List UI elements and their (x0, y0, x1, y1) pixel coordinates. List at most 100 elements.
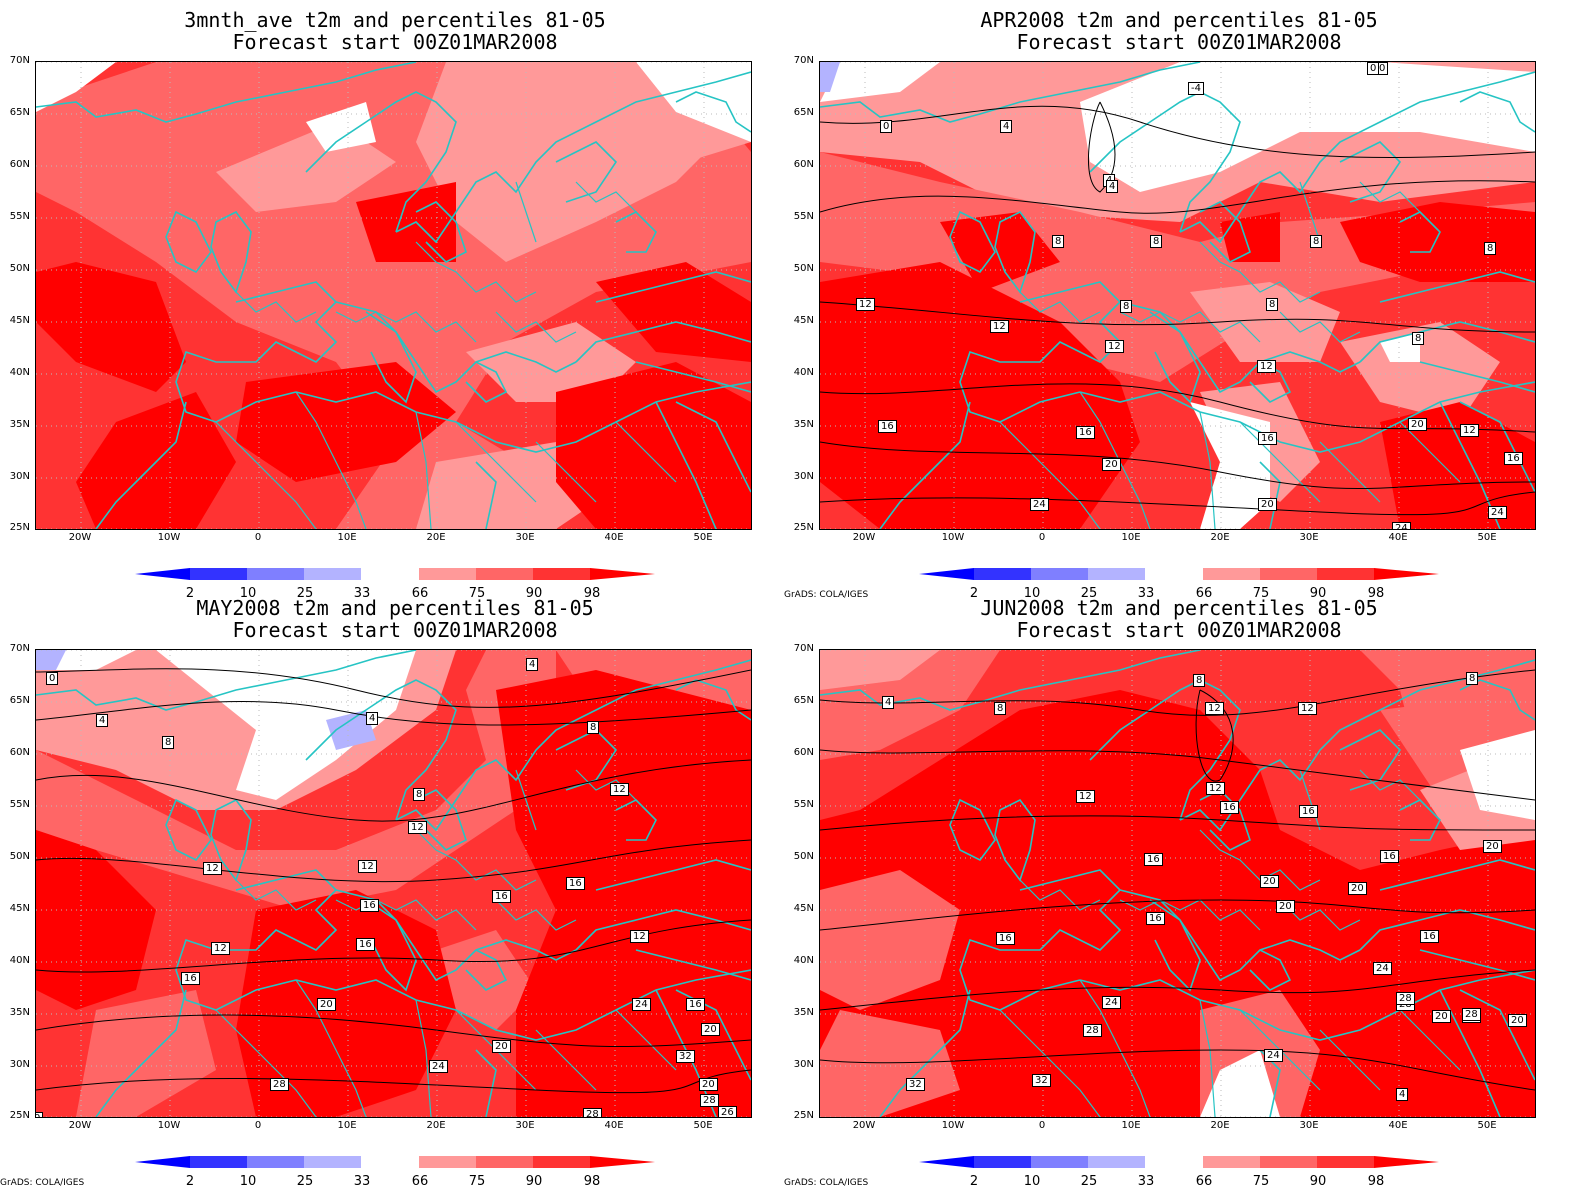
colorbar-label: 66 (411, 1174, 429, 1189)
contour-label: 20 (701, 1023, 720, 1036)
longitude-tick-label: 30E (1299, 532, 1319, 543)
latitude-tick-label: 60N (793, 747, 814, 758)
contour-label: 8 (994, 702, 1007, 715)
longitude-tick-label: 10E (1121, 532, 1141, 543)
longitude-tick-label: 10W (941, 532, 965, 543)
contour-label: 12 (1205, 702, 1224, 715)
map-area: 0 4 8 4 4 8 8 12 12 12 12 16 16 16 12 12 16 16 20 20 24 24 16 2… (35, 649, 752, 1118)
contour-label: 28 (1462, 1008, 1481, 1021)
colorbar (135, 568, 655, 580)
map-panel-1: 3mnth_ave t2m and percentiles 81-05 Forec… (0, 0, 790, 601)
panel-subtitle: Forecast start 00Z01MAR2008 (232, 618, 558, 642)
latitude-tick-label: 30N (9, 1059, 30, 1070)
latitude-tick-label: 70N (793, 643, 814, 654)
latitude-tick-label: 70N (9, 55, 30, 66)
credit-text: GrADS: COLA/IGES (784, 590, 869, 600)
colorbar-label: 2 (969, 1174, 979, 1189)
contour-label: 20 (1348, 882, 1367, 895)
contour-label: 20 (317, 998, 336, 1011)
latitude-tick-label: 65N (9, 695, 30, 706)
colorbar-label: 33 (1137, 1174, 1155, 1189)
contour-label: 4 (96, 714, 109, 727)
colorbar-label: 98 (583, 1174, 601, 1189)
contour-label: 0 (880, 120, 893, 133)
colorbar-label: 2 (185, 1174, 195, 1189)
panel-title: APR2008 t2m and percentiles 81-05 (980, 8, 1378, 32)
latitude-tick-label: 65N (9, 107, 30, 118)
latitude-tick-label: 35N (9, 1007, 30, 1018)
longitude-tick-label: 50E (693, 1120, 713, 1131)
contour-label: 26 (718, 1106, 737, 1117)
contour-label: 8 (1310, 235, 1323, 248)
contour-label: 8 (1150, 235, 1163, 248)
longitude-tick-label: 10E (337, 532, 357, 543)
contour-label: 4 (366, 712, 379, 725)
panel-title: MAY2008 t2m and percentiles 81-05 (196, 596, 594, 620)
colorbar-label: 33 (1137, 586, 1155, 601)
longitude-tick-label: 30E (515, 532, 535, 543)
longitude-tick-label: 0 (254, 532, 262, 543)
colorbar-label: 66 (1195, 586, 1213, 601)
latitude-tick-label: 40N (793, 955, 814, 966)
contour-label: 12 (1206, 782, 1225, 795)
contour-label: 16 (1076, 426, 1095, 439)
contour-label: 16 (878, 420, 897, 433)
contour-label: 20 (1483, 840, 1502, 853)
contour-label: 8 (413, 788, 426, 801)
colorbar-label: 66 (1195, 1174, 1213, 1189)
contour-label: 8 (1193, 674, 1206, 687)
map-area (35, 61, 752, 530)
contour-label: 12 (1298, 702, 1317, 715)
latitude-tick-label: 50N (9, 851, 30, 862)
contour-label: 20 (1102, 458, 1121, 471)
contour-label: 24 (1030, 498, 1049, 511)
latitude-tick-label: 40N (793, 367, 814, 378)
longitude-tick-label: 20E (1210, 1120, 1230, 1131)
latitude-tick-label: 55N (793, 211, 814, 222)
latitude-tick-label: 35N (9, 419, 30, 430)
contour-label: 12 (630, 930, 649, 943)
contour-label: 0 (1367, 62, 1380, 75)
latitude-tick-label: 25N (793, 1110, 814, 1121)
contour-label: 8 (1052, 235, 1065, 248)
contour-label: 20 (1432, 1010, 1451, 1023)
colorbar-label: 75 (1252, 1174, 1270, 1189)
latitude-tick-label: 70N (793, 55, 814, 66)
latitude-tick-label: 55N (793, 799, 814, 810)
latitude-tick-label: 25N (9, 522, 30, 533)
contour-label: 20 (1276, 900, 1295, 913)
latitude-tick-label: 35N (793, 1007, 814, 1018)
contour-label: 28 (270, 1078, 289, 1091)
contour-label: 12 (856, 298, 875, 311)
longitude-tick-label: 40E (604, 532, 624, 543)
colorbar-label: 2 (185, 586, 195, 601)
contour-label: 16 (181, 972, 200, 985)
contour-label: 28 (1396, 992, 1415, 1005)
panel-title: JUN2008 t2m and percentiles 81-05 (980, 596, 1378, 620)
latitude-tick-label: 55N (9, 211, 30, 222)
colorbar-label: 25 (296, 1174, 314, 1189)
colorbar (919, 1156, 1439, 1168)
colorbar-label: 98 (583, 586, 601, 601)
latitude-tick-label: 25N (793, 522, 814, 533)
colorbar-label: 90 (525, 1174, 543, 1189)
contour-label: 24 (1102, 996, 1121, 1009)
colorbar-label: 90 (525, 586, 543, 601)
contour-label: 24 (1488, 506, 1507, 519)
colorbar-label: 2 (969, 586, 979, 601)
contour-label: 32 (1032, 1074, 1051, 1087)
contour-label: 24 (632, 998, 651, 1011)
panel-subtitle: Forecast start 00Z01MAR2008 (1016, 618, 1342, 642)
contour-label: 8 (587, 721, 600, 734)
contour-label: 12 (211, 942, 230, 955)
contour-label: 16 (1420, 930, 1439, 943)
colorbar-label: 75 (1252, 586, 1270, 601)
longitude-tick-label: 0 (1038, 1120, 1046, 1131)
contour-label: 16 (1220, 801, 1239, 814)
latitude-tick-label: 50N (793, 263, 814, 274)
contour-label: 28 (583, 1108, 602, 1117)
latitude-tick-label: 35N (793, 419, 814, 430)
longitude-tick-label: 20W (68, 532, 92, 543)
contour-label: 20 (1260, 875, 1279, 888)
latitude-tick-label: 30N (9, 471, 30, 482)
